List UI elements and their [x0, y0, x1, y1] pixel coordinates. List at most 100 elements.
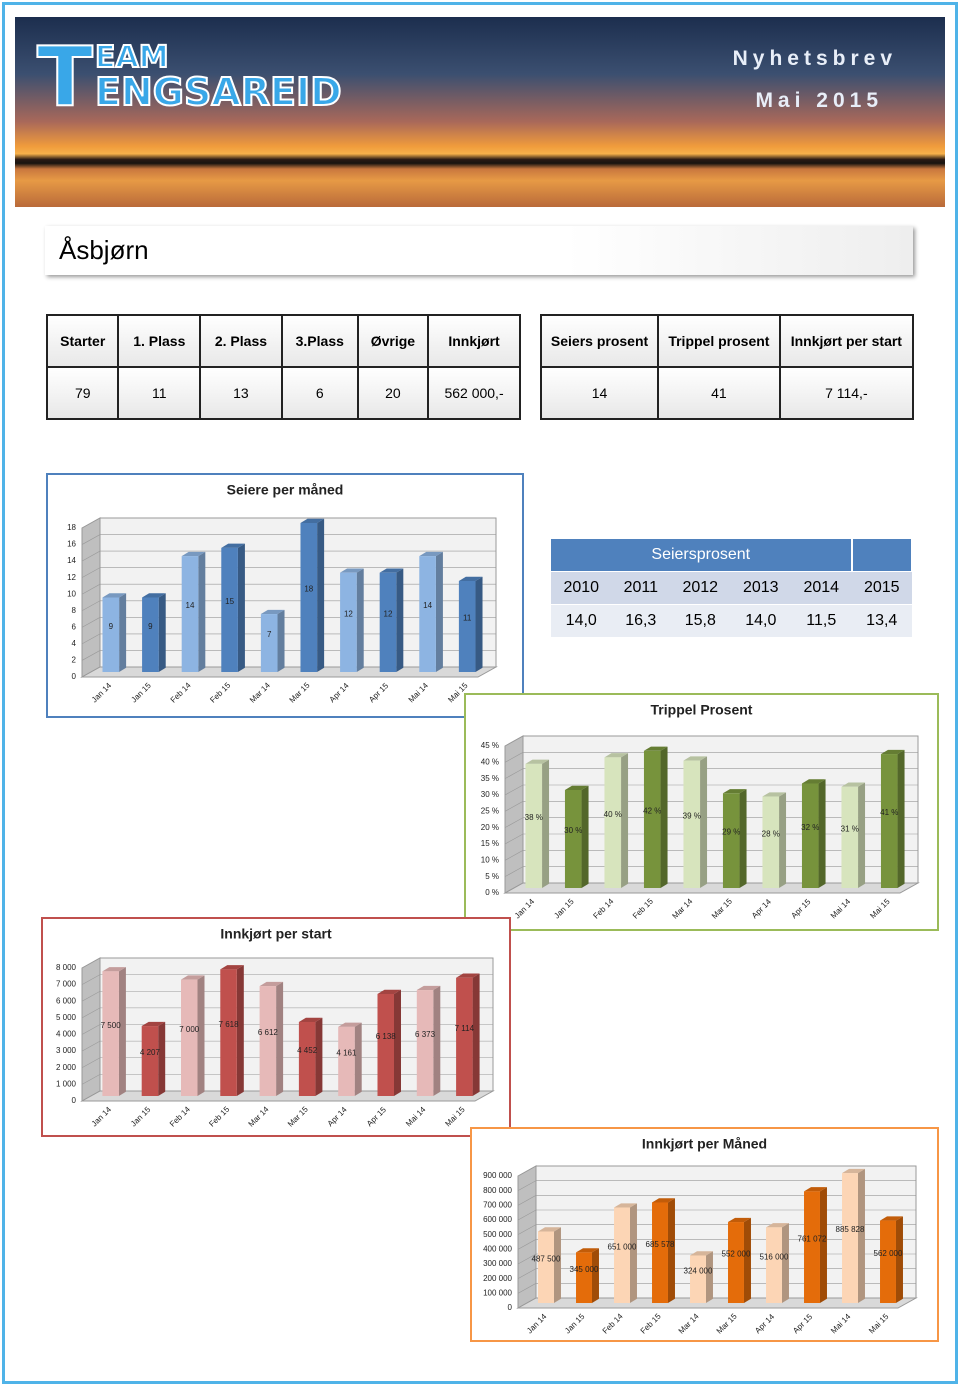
y-tick-label: 30 % [481, 790, 499, 799]
bar-top [538, 1227, 561, 1232]
bar [564, 790, 582, 888]
grid-line [504, 784, 918, 796]
logo-bottom: ENGSAREID [94, 70, 343, 114]
y-tick-label: 100 000 [483, 1288, 512, 1297]
stat-header: 3.Plass [280, 314, 359, 368]
bar-side [396, 568, 404, 672]
data-label: 28 % [762, 829, 780, 838]
bar [300, 523, 318, 672]
bar-side [700, 756, 708, 888]
stats-table: Seiers prosent Trippel prosent Innkjørt pe… [539, 314, 915, 420]
bar [180, 979, 198, 1096]
bar-side [705, 1251, 713, 1303]
bar-side [315, 1017, 323, 1096]
y-tick-label: 0 [72, 1096, 77, 1105]
grid-line [504, 850, 918, 861]
grid-line [81, 974, 493, 985]
y-tick-label: 40 % [481, 757, 499, 766]
bar-top [841, 782, 866, 787]
bar-top [377, 989, 402, 994]
data-label: 324 000 [684, 1266, 713, 1275]
data-label: 38 % [525, 813, 543, 822]
data-label: 885 828 [836, 1225, 865, 1234]
bar-side [779, 792, 787, 888]
y-tick-label: 600 000 [483, 1215, 512, 1224]
data-label: 30 % [564, 826, 582, 835]
stat-header: 2. Plass [199, 314, 283, 368]
data-label: 42 % [643, 807, 661, 816]
logo-top: EAM [94, 40, 170, 75]
y-tick-label: 25 % [481, 806, 499, 815]
bar-top [416, 985, 441, 991]
y-tick-label: 6 000 [56, 996, 77, 1005]
data-label: 562 000 [874, 1249, 903, 1258]
y-tick-label: 1 000 [56, 1079, 77, 1088]
bar-side [897, 749, 905, 888]
percent: 11,5 [791, 604, 852, 638]
bar-top [340, 568, 364, 573]
stat-value: 14 [539, 366, 660, 420]
grid-line [81, 1057, 493, 1069]
year: 2010 [551, 571, 612, 605]
bar [842, 1173, 858, 1303]
bar-top [419, 551, 443, 557]
y-tick-label: 5 % [485, 872, 499, 881]
bar-side [435, 551, 443, 672]
data-label: 14 [423, 601, 432, 610]
stat-value: 6 [280, 366, 359, 420]
bar-side [591, 1248, 599, 1303]
bar-top [643, 746, 668, 751]
bar-top [338, 1022, 362, 1027]
bar-top [683, 756, 708, 761]
bar-top [880, 1216, 903, 1221]
bar-side [819, 1187, 827, 1303]
stat-header: Innkjørt [427, 314, 521, 368]
bar [801, 783, 819, 888]
bar-top [766, 1223, 789, 1228]
bar-side [472, 973, 480, 1096]
grid-line [81, 633, 496, 645]
bar-side [277, 609, 285, 672]
y-tick-label: 4 [72, 639, 77, 648]
year: 2012 [670, 571, 731, 605]
bar [766, 1227, 782, 1303]
grid-line [81, 517, 496, 529]
y-tick-label: 3 000 [56, 1046, 77, 1055]
side-wall [504, 735, 524, 894]
bar-top [458, 576, 483, 581]
data-label: 29 % [722, 828, 740, 837]
data-label: 7 114 [455, 1024, 475, 1033]
bar-top [259, 981, 284, 987]
bar [260, 614, 278, 672]
year: 2015 [851, 571, 912, 605]
grid-line [504, 866, 918, 877]
data-label: 11 [463, 614, 472, 623]
stat-value: 79 [45, 366, 120, 420]
bar-side [667, 1198, 675, 1303]
stat-header: 1. Plass [117, 314, 202, 368]
bar [377, 993, 395, 1096]
y-tick-label: 300 000 [483, 1259, 512, 1268]
data-label: 7 [267, 630, 272, 639]
data-label: 552 000 [722, 1250, 751, 1259]
bar-top [604, 753, 629, 758]
bar-side [739, 789, 747, 888]
grid-line [81, 957, 493, 969]
stat-header: Seiers prosent [539, 314, 660, 368]
stat-header: Starter [45, 314, 120, 368]
bar-top [614, 1203, 637, 1208]
bar [259, 986, 277, 1096]
data-label: 41 % [880, 808, 898, 817]
grid-line [81, 1007, 493, 1019]
bar-side [317, 518, 325, 672]
data-label: 14 [186, 601, 195, 610]
bar [804, 1191, 820, 1303]
chart-title: Trippel Prosent [651, 702, 753, 718]
stat-value: 20 [356, 366, 430, 420]
data-label: 6 612 [258, 1028, 279, 1037]
bar-top [456, 973, 480, 978]
y-tick-label: 8 [72, 606, 77, 615]
y-tick-label: 18 [67, 523, 76, 532]
